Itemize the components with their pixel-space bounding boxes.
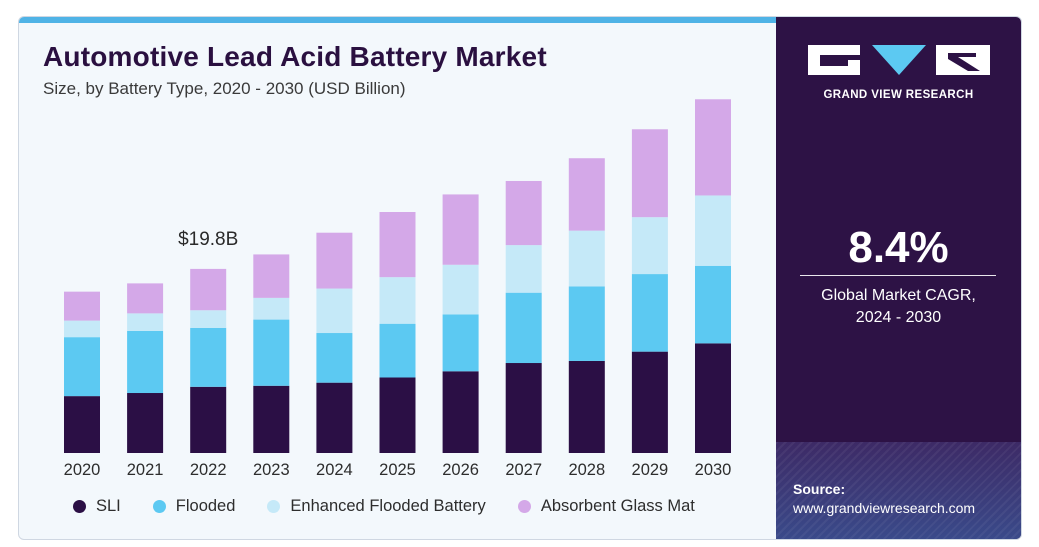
- source-background: [776, 442, 1021, 539]
- x-tick-label-2030: 2030: [695, 461, 732, 479]
- bar-segment-2025-sli: [379, 377, 416, 453]
- chart-legend: SLI Flooded Enhanced Flooded Battery Abs…: [73, 497, 727, 516]
- bar-segment-2029-absorbent-glass-mat: [631, 129, 668, 218]
- bar-segment-2027-sli: [505, 363, 542, 453]
- legend-label-efb: Enhanced Flooded Battery: [290, 497, 486, 515]
- legend-label-agm: Absorbent Glass Mat: [540, 497, 695, 515]
- bar-segment-2025-enhanced-flooded-battery: [379, 277, 416, 324]
- bar-segment-2021-sli: [127, 393, 164, 453]
- bar-segment-2020-absorbent-glass-mat: [64, 291, 100, 321]
- legend-swatch-flooded: [152, 500, 166, 513]
- bar-segment-2024-enhanced-flooded-battery: [316, 288, 353, 334]
- bar-segment-2028-flooded: [568, 286, 605, 361]
- bar-segment-2022-sli: [190, 386, 227, 453]
- cagr-label-line2: 2024 - 2030: [855, 309, 942, 326]
- infographic-card: Automotive Lead Acid Battery Market Size…: [18, 16, 1022, 540]
- bar-segment-2030-flooded: [695, 265, 731, 344]
- bar-segment-2020-sli: [64, 396, 100, 453]
- x-tick-label-2020: 2020: [64, 461, 101, 479]
- bar-segment-2030-enhanced-flooded-battery: [695, 195, 731, 266]
- bar-segment-2024-flooded: [316, 333, 353, 383]
- chart-title: Automotive Lead Acid Battery Market: [43, 41, 547, 72]
- legend-item-efb: Enhanced Flooded Battery: [267, 497, 486, 516]
- x-tick-label-2025: 2025: [379, 461, 416, 479]
- legend-label-sli: SLI: [96, 497, 121, 515]
- bar-segment-2020-enhanced-flooded-battery: [64, 320, 100, 338]
- x-tick-label-2026: 2026: [442, 461, 479, 479]
- bar-segment-2024-sli: [316, 382, 353, 453]
- bar-segment-2023-flooded: [253, 319, 290, 386]
- legend-swatch-agm: [517, 500, 531, 513]
- bar-segment-2026-enhanced-flooded-battery: [442, 264, 479, 315]
- value-annotation: $19.8B: [178, 229, 238, 250]
- bar-segment-2025-flooded: [379, 323, 416, 378]
- bar-segment-2029-flooded: [631, 274, 668, 352]
- cagr-value: 8.4%: [848, 223, 949, 272]
- bar-segment-2028-enhanced-flooded-battery: [568, 230, 605, 287]
- bar-segment-2022-enhanced-flooded-battery: [190, 310, 227, 328]
- cagr-label: Global Market CAGR, 2024 - 2030: [776, 285, 1021, 329]
- bar-segment-2028-sli: [568, 360, 605, 453]
- bar-segment-2023-enhanced-flooded-battery: [253, 297, 290, 320]
- logo-text: GRAND VIEW RESEARCH: [823, 89, 974, 101]
- x-tick-label-2027: 2027: [505, 461, 542, 479]
- bar-segment-2025-absorbent-glass-mat: [379, 212, 416, 278]
- bar-segment-2027-absorbent-glass-mat: [505, 180, 542, 246]
- bar-segment-2026-sli: [442, 371, 479, 453]
- bar-segment-2021-flooded: [127, 330, 164, 394]
- bar-segment-2027-enhanced-flooded-battery: [505, 245, 542, 293]
- legend-swatch-efb: [267, 500, 281, 513]
- bar-segment-2027-flooded: [505, 292, 542, 364]
- bar-segment-2029-enhanced-flooded-battery: [631, 217, 668, 275]
- cagr-divider: [800, 275, 996, 276]
- legend-item-agm: Absorbent Glass Mat: [517, 497, 695, 516]
- bar-segment-2021-enhanced-flooded-battery: [127, 313, 164, 331]
- bar-segment-2022-absorbent-glass-mat: [190, 268, 227, 311]
- cagr-label-line1: Global Market CAGR,: [821, 287, 976, 304]
- bar-segment-2021-absorbent-glass-mat: [127, 283, 164, 314]
- legend-swatch-sli: [73, 500, 86, 513]
- bar-segment-2022-flooded: [190, 327, 227, 387]
- bar-segment-2024-absorbent-glass-mat: [316, 232, 353, 289]
- bar-segment-2023-sli: [253, 385, 290, 453]
- bar-segment-2030-sli: [695, 343, 731, 453]
- bar-segment-2030-absorbent-glass-mat: [695, 99, 731, 196]
- chart-panel: Automotive Lead Acid Battery Market Size…: [19, 17, 776, 539]
- x-tick-label-2028: 2028: [568, 461, 605, 479]
- x-tick-label-2029: 2029: [632, 461, 669, 479]
- source-url: www.grandviewresearch.com: [793, 500, 976, 516]
- bar-segment-2026-flooded: [442, 314, 479, 372]
- chart-subtitle: Size, by Battery Type, 2020 - 2030 (USD …: [43, 79, 406, 98]
- accent-bar: [19, 17, 776, 23]
- bar-segment-2029-sli: [631, 351, 668, 453]
- bar-segment-2026-absorbent-glass-mat: [442, 194, 479, 265]
- legend-label-flooded: Flooded: [175, 497, 236, 515]
- grand-view-research-logo: [808, 45, 990, 75]
- x-tick-label-2023: 2023: [253, 461, 290, 479]
- stacked-bar-chart: 2020 2021 $19.8B 2022 2023 2024 2025 2026 2027 20…: [64, 99, 732, 479]
- legend-item-sli: SLI: [73, 497, 121, 516]
- source-label: Source:: [793, 481, 846, 497]
- summary-panel: GRAND VIEW RESEARCH 8.4% Global Market C…: [776, 17, 1021, 539]
- x-tick-label-2022: 2022: [190, 461, 227, 479]
- x-tick-label-2024: 2024: [316, 461, 353, 479]
- bar-segment-2028-absorbent-glass-mat: [568, 158, 605, 231]
- bar-segment-2023-absorbent-glass-mat: [253, 254, 290, 298]
- legend-item-flooded: Flooded: [152, 497, 236, 516]
- x-tick-label-2021: 2021: [127, 461, 164, 479]
- bar-segment-2020-flooded: [64, 337, 100, 397]
